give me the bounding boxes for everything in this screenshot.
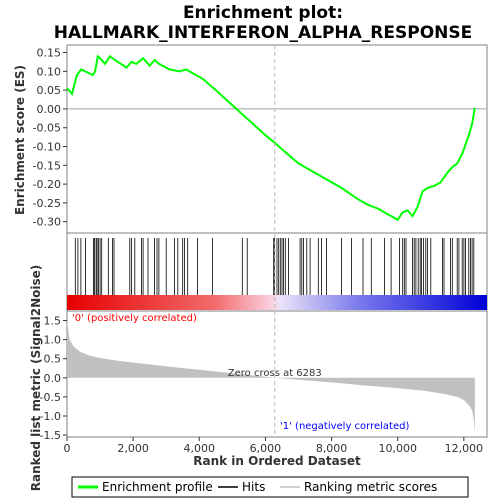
zero-cross-label: Zero cross at 6283 <box>228 368 322 379</box>
legend-enrichment-label: Enrichment profile <box>102 480 213 494</box>
es-y-axis-label: Enrichment score (ES) <box>13 65 27 215</box>
es-tick-label: 0.15 <box>37 47 62 60</box>
x-axis-label: Rank in Ordered Dataset <box>193 454 361 468</box>
negative-correlation-label: '1' (negatively correlated) <box>280 421 409 432</box>
enrichment-profile-line <box>66 54 476 222</box>
metric-tick-label: -1.5 <box>40 429 61 442</box>
es-tick-label: -0.10 <box>33 141 61 154</box>
chart-title-line-1: Enrichment plot: <box>183 3 343 23</box>
es-tick-label: -0.30 <box>33 216 61 229</box>
x-tick-label: 2,000 <box>117 442 149 455</box>
hit-marks <box>74 238 475 295</box>
es-tick-label: 0.10 <box>37 65 62 78</box>
metric-tick-label: 0.0 <box>44 372 62 385</box>
legend-box <box>71 476 469 498</box>
metric-tick-label: -1.0 <box>40 410 61 423</box>
metric-y-axis-label: Ranked list metric (Signal2Noise) <box>29 265 43 492</box>
legend-hits-label: Hits <box>242 480 265 494</box>
metric-tick-label: 0.5 <box>44 353 62 366</box>
chart-title-line-2: HALLMARK_INTERFERON_ALPHA_RESPONSE <box>54 23 473 43</box>
x-axis-ticks: 0 2,000 4,000 6,000 8,000 10,000 12,000 <box>64 437 484 455</box>
x-tick-label: 8,000 <box>316 442 348 455</box>
es-tick-label: 0.05 <box>37 84 62 97</box>
metric-tick-label: 1.5 <box>44 315 62 328</box>
x-tick-label: 6,000 <box>250 442 282 455</box>
x-tick-label: 4,000 <box>184 442 216 455</box>
es-tick-label: -0.20 <box>33 178 61 191</box>
metric-tick-label: -0.5 <box>40 391 61 404</box>
es-y-ticks: 0.15 0.10 0.05 0.00 -0.05 -0.10 -0.15 -0.20 -0.2… <box>33 47 67 229</box>
metric-tick-label: 1.0 <box>44 334 62 347</box>
positive-correlation-label: '0' (positively correlated) <box>72 313 197 324</box>
x-tick-label: 12,000 <box>445 442 484 455</box>
metric-panel <box>66 310 488 438</box>
es-tick-label: 0.00 <box>37 103 62 116</box>
x-tick-label: 10,000 <box>378 442 417 455</box>
ranking-metric-area <box>67 320 475 434</box>
legend-metric-label: Ranking metric scores <box>304 480 437 494</box>
es-tick-label: -0.25 <box>33 197 61 210</box>
es-tick-label: -0.15 <box>33 159 61 172</box>
ranking-color-bar <box>67 295 487 310</box>
es-panel <box>66 44 488 234</box>
x-tick-label: 0 <box>64 442 71 455</box>
metric-y-ticks: 1.5 1.0 0.5 0.0 -0.5 -1.0 -1.5 <box>40 315 67 442</box>
es-tick-label: -0.05 <box>33 122 61 135</box>
